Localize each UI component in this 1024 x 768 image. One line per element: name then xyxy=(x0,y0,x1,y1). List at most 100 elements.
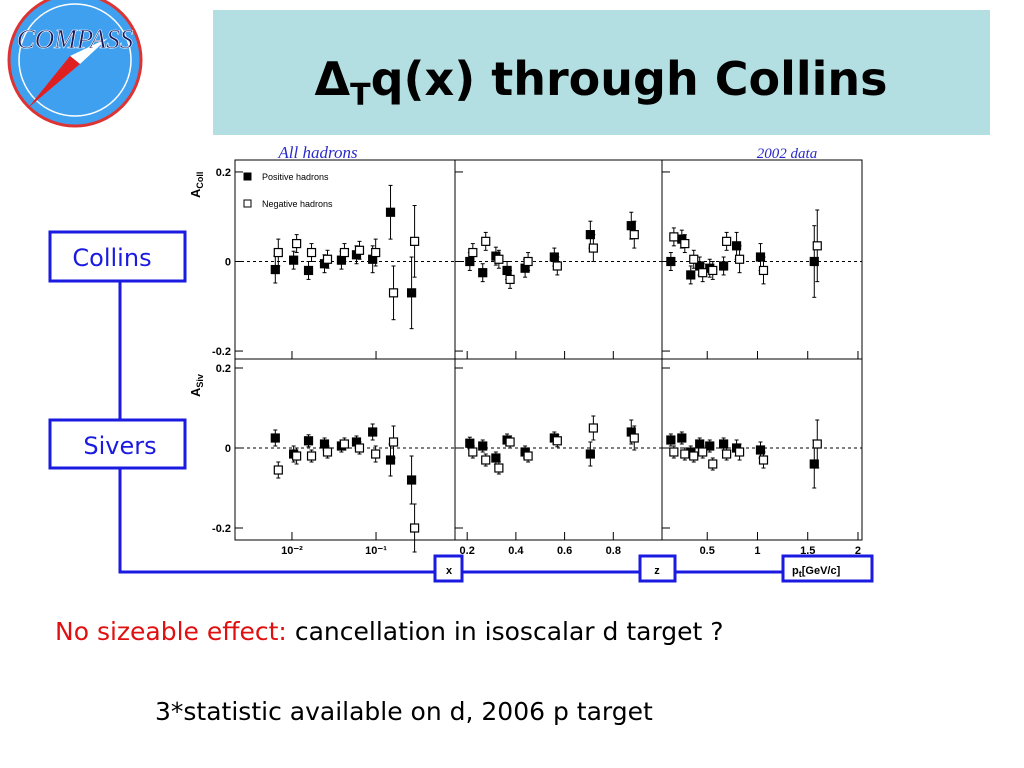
axis-label-unit: [GeV/c] xyxy=(802,565,841,577)
x-tick-label: 0.4 xyxy=(508,545,524,557)
title: ΔTq(x) through Collins xyxy=(315,52,888,113)
y-axis-label-main: A xyxy=(188,188,203,198)
marker xyxy=(719,261,729,271)
marker xyxy=(523,256,533,267)
marker xyxy=(722,449,732,459)
marker xyxy=(478,268,488,278)
marker xyxy=(468,247,478,258)
marker xyxy=(629,230,639,240)
marker xyxy=(669,232,679,242)
marker xyxy=(680,238,690,249)
legend-marker xyxy=(243,199,252,208)
marker xyxy=(494,254,504,264)
marker xyxy=(719,439,729,449)
title-delta: Δ xyxy=(315,52,351,106)
marker xyxy=(669,447,679,457)
legend-label: Positive hadrons xyxy=(262,172,329,182)
marker xyxy=(552,261,562,271)
x-tick-label: 2 xyxy=(855,545,861,557)
marker xyxy=(491,453,501,463)
y-tick-label: 0 xyxy=(225,257,231,269)
marker xyxy=(406,288,417,298)
collins-label: Collins xyxy=(72,244,151,272)
logo-needle xyxy=(28,56,80,108)
marker xyxy=(705,441,715,451)
marker xyxy=(626,221,636,231)
marker xyxy=(588,423,598,433)
marker xyxy=(812,241,822,251)
note: 3*statistic available on d, 2006 p targe… xyxy=(155,697,653,726)
marker xyxy=(708,265,718,276)
y-tick-label: 0.2 xyxy=(216,167,231,179)
marker xyxy=(686,270,696,280)
x-tick-label: 1.5 xyxy=(800,545,815,557)
marker xyxy=(368,427,378,437)
marker xyxy=(734,254,745,264)
x-tick-label: 0.6 xyxy=(557,545,572,557)
logo-ring xyxy=(18,3,132,117)
marker xyxy=(758,455,769,465)
marker xyxy=(270,264,280,275)
x-tick-label: 0.2 xyxy=(460,545,475,557)
sivers-label: Sivers xyxy=(83,432,156,460)
marker xyxy=(273,465,283,475)
y-tick-label: 0 xyxy=(225,443,231,455)
y-axis-label: ASiv xyxy=(188,374,205,397)
marker xyxy=(734,447,745,457)
marker xyxy=(585,449,595,459)
x-tick-label: 10⁻² xyxy=(281,545,303,557)
marker xyxy=(758,265,769,276)
connector xyxy=(118,468,870,574)
caption: All hadrons xyxy=(277,143,358,162)
marker xyxy=(385,207,396,217)
sivers-box xyxy=(48,418,187,470)
marker xyxy=(292,238,302,249)
y-tick-label: -0.2 xyxy=(212,523,231,535)
legend-marker xyxy=(243,172,252,181)
marker xyxy=(339,439,350,449)
panel-frame xyxy=(661,358,863,541)
marker xyxy=(354,245,365,255)
marker xyxy=(680,449,690,459)
axis-label-sub: t xyxy=(799,569,802,579)
axis-label: z xyxy=(654,565,660,577)
y-axis-label-sub: Coll xyxy=(195,172,205,189)
marker xyxy=(322,447,333,457)
marker xyxy=(273,247,283,258)
note-text: cancellation in isoscalar d target ? xyxy=(295,617,724,646)
marker xyxy=(755,445,766,455)
marker xyxy=(481,455,491,465)
marker xyxy=(388,288,399,298)
marker xyxy=(306,247,317,258)
axis-box xyxy=(433,554,464,583)
collins-box xyxy=(48,230,187,283)
marker xyxy=(406,475,417,485)
caption: 2002 data xyxy=(757,146,817,162)
axis-box xyxy=(638,554,677,583)
marker xyxy=(270,433,280,443)
marker xyxy=(588,243,598,253)
marker xyxy=(465,438,475,448)
x-tick-label: 10⁻¹ xyxy=(365,545,387,557)
marker xyxy=(666,256,676,267)
logo: COMPASS xyxy=(7,0,143,128)
logo-text: COMPASS xyxy=(17,24,134,54)
marker xyxy=(409,523,420,533)
marker xyxy=(812,439,822,449)
y-axis-label: AColl xyxy=(188,172,205,198)
axis-label: x xyxy=(446,565,453,577)
marker xyxy=(478,441,488,451)
marker xyxy=(385,455,396,465)
marker xyxy=(388,437,399,447)
marker xyxy=(698,447,708,457)
marker xyxy=(354,443,365,453)
marker xyxy=(722,236,732,246)
x-tick-label: 1 xyxy=(754,545,760,557)
marker xyxy=(505,437,515,447)
marker xyxy=(371,449,381,459)
marker xyxy=(666,435,676,445)
marker xyxy=(677,433,687,443)
axis-label-main: p xyxy=(792,565,799,577)
marker xyxy=(303,436,314,446)
